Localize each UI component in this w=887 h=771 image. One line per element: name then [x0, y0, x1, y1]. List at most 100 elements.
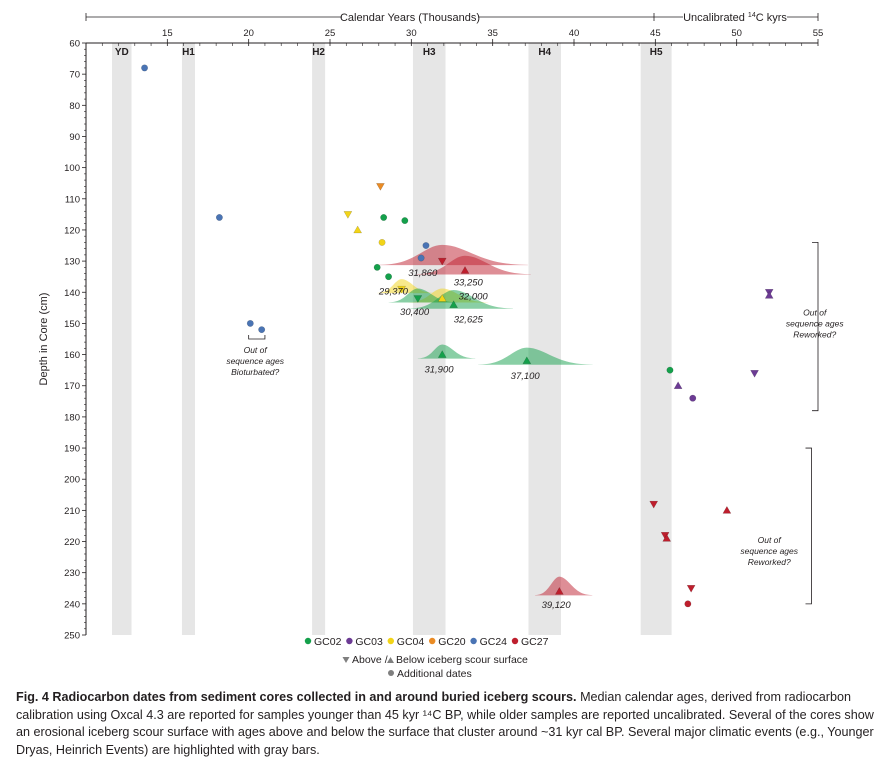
point-gc02-triangle-up: [437, 350, 447, 358]
legend: GC02 GC03 GC04 GC20 GC24 GC27 Above / Below i…: [304, 636, 549, 680]
event-label-yd: YD: [115, 47, 129, 58]
top-axis-uncalibrated-label: Uncalibrated 14C kyrs: [683, 12, 787, 24]
y-axis-label: Depth in Core (cm): [38, 293, 50, 386]
legend-additional-row: Additional dates: [388, 668, 472, 680]
annotation-line: Reworked?: [748, 557, 791, 567]
distribution-gc27: [378, 244, 528, 266]
date-label: 39,120: [542, 600, 572, 611]
point-gc03-triangle-down: [750, 370, 759, 378]
point-gc04-triangle-down: [397, 285, 407, 294]
event-bar-h5: [640, 43, 672, 635]
event-bar-h4: [528, 43, 561, 635]
y-tick-label: 80: [69, 101, 80, 112]
event-label-h1: H1: [182, 47, 195, 58]
y-tick-label: 180: [64, 412, 80, 423]
event-label-h4: H4: [538, 47, 551, 58]
annotation-line: Out of: [803, 308, 828, 318]
distribution-gc02: [388, 288, 458, 303]
top-axis-span-lines: [85, 13, 819, 21]
legend-gc04-label: GC04: [397, 636, 425, 648]
x-tick-label: 40: [569, 28, 580, 39]
event-bar-h2: [312, 43, 326, 635]
legend-below-label: Below iceberg scour surface: [396, 654, 528, 666]
annotation-line: Out of: [244, 345, 269, 355]
event-label-h2: H2: [312, 47, 325, 58]
y-tick-label: 170: [64, 381, 80, 392]
annotation-text: Out of sequence ages Reworked?: [786, 308, 844, 340]
point-gc02-circle: [666, 366, 674, 374]
point-gc27-triangle-down: [686, 585, 696, 593]
distribution-gc27: [416, 255, 531, 275]
x-tick-label: 25: [325, 28, 336, 39]
x-tick-label: 45: [650, 28, 661, 39]
x-tick-label: 30: [406, 28, 417, 39]
annotations: Out of sequence ages Bioturbated?Out of seq…: [226, 308, 844, 567]
y-tick-label: 100: [64, 163, 80, 174]
date-label: 30,400: [400, 307, 430, 318]
point-gc02-triangle-down: [413, 295, 423, 303]
y-tick-label: 90: [69, 132, 80, 143]
y-tick-label: 190: [64, 444, 80, 455]
reworked-bracket: [805, 447, 812, 605]
top-axis-calendar-label: Calendar Years (Thousands): [340, 12, 480, 24]
tick-marks: 60 70 80 90 100 110 120 130 140 150 160 170 180 190 20…: [64, 28, 823, 642]
date-label: 33,250: [454, 277, 484, 288]
distribution-gc02: [417, 344, 476, 359]
y-tick-label: 250: [64, 631, 80, 642]
x-tick-label: 50: [731, 28, 742, 39]
legend-gc03-label: GC03: [355, 636, 383, 648]
point-gc04-triangle-up: [437, 293, 447, 302]
point-gc03-triangle-up: [764, 290, 774, 299]
annotation-line: Bioturbated?: [231, 367, 279, 377]
caption-title: Radiocarbon dates from sediment cores co…: [52, 690, 577, 704]
y-tick-label: 200: [64, 475, 80, 486]
point-gc03-circle: [689, 394, 697, 402]
annotation-brackets: [248, 242, 819, 605]
annotation-line: Out of: [758, 535, 783, 545]
event-bar-yd: [112, 43, 132, 635]
point-gc27-triangle-down: [649, 500, 659, 509]
date-label: 29,370: [378, 287, 409, 298]
point-gc20-triangle-down: [375, 183, 385, 191]
point-gc03-triangle-up: [673, 381, 683, 389]
legend-gc02-label: GC02: [314, 636, 342, 648]
y-tick-label: 160: [64, 350, 80, 361]
legend-gc20-dot-icon: [429, 637, 436, 645]
x-tick-label: 15: [162, 28, 173, 39]
y-tick-label: 210: [64, 506, 80, 517]
legend-series-row: GC02 GC03 GC04 GC20 GC24 GC27: [304, 636, 549, 648]
annotation-text: Out of sequence ages Bioturbated?: [226, 345, 284, 377]
date-label: 32,000: [459, 291, 489, 302]
annotation-line: sequence ages: [786, 319, 844, 329]
legend-triangle-down-icon: [342, 657, 350, 663]
distribution-gc02: [409, 290, 513, 309]
axes: Depth in Core (cm) Calendar Years (Thous…: [38, 12, 819, 635]
legend-additional-label: Additional dates: [397, 668, 472, 680]
point-gc27-triangle-up: [662, 533, 672, 542]
event-bar-h3: [412, 43, 446, 635]
legend-gc27-dot-icon: [511, 637, 519, 645]
event-label-h5: H5: [650, 47, 663, 58]
y-tick-label: 220: [64, 537, 80, 548]
legend-gc24-label: GC24: [480, 636, 508, 648]
event-bar-h1: [181, 43, 195, 635]
point-gc02-triangle-up: [522, 356, 532, 365]
legend-gc24-dot-icon: [470, 637, 477, 645]
point-gc02-circle: [373, 263, 381, 271]
calibration-distributions: [377, 244, 593, 596]
date-label: 37,100: [511, 371, 541, 382]
legend-additional-dot-icon: [388, 670, 394, 676]
point-gc27-triangle-up: [554, 586, 564, 595]
distribution-gc27: [534, 576, 593, 596]
x-tick-label: 20: [243, 28, 254, 39]
bioturbated-bracket: [248, 335, 266, 340]
point-gc27-circle: [684, 600, 692, 608]
point-gc27-triangle-up: [460, 265, 470, 274]
point-gc24-circle: [258, 326, 266, 334]
point-gc24-circle: [422, 242, 430, 249]
point-gc24-circle: [141, 64, 149, 72]
y-tick-label: 150: [64, 319, 80, 330]
caption-label: Fig. 4: [16, 690, 49, 704]
point-gc02-circle: [380, 214, 388, 221]
